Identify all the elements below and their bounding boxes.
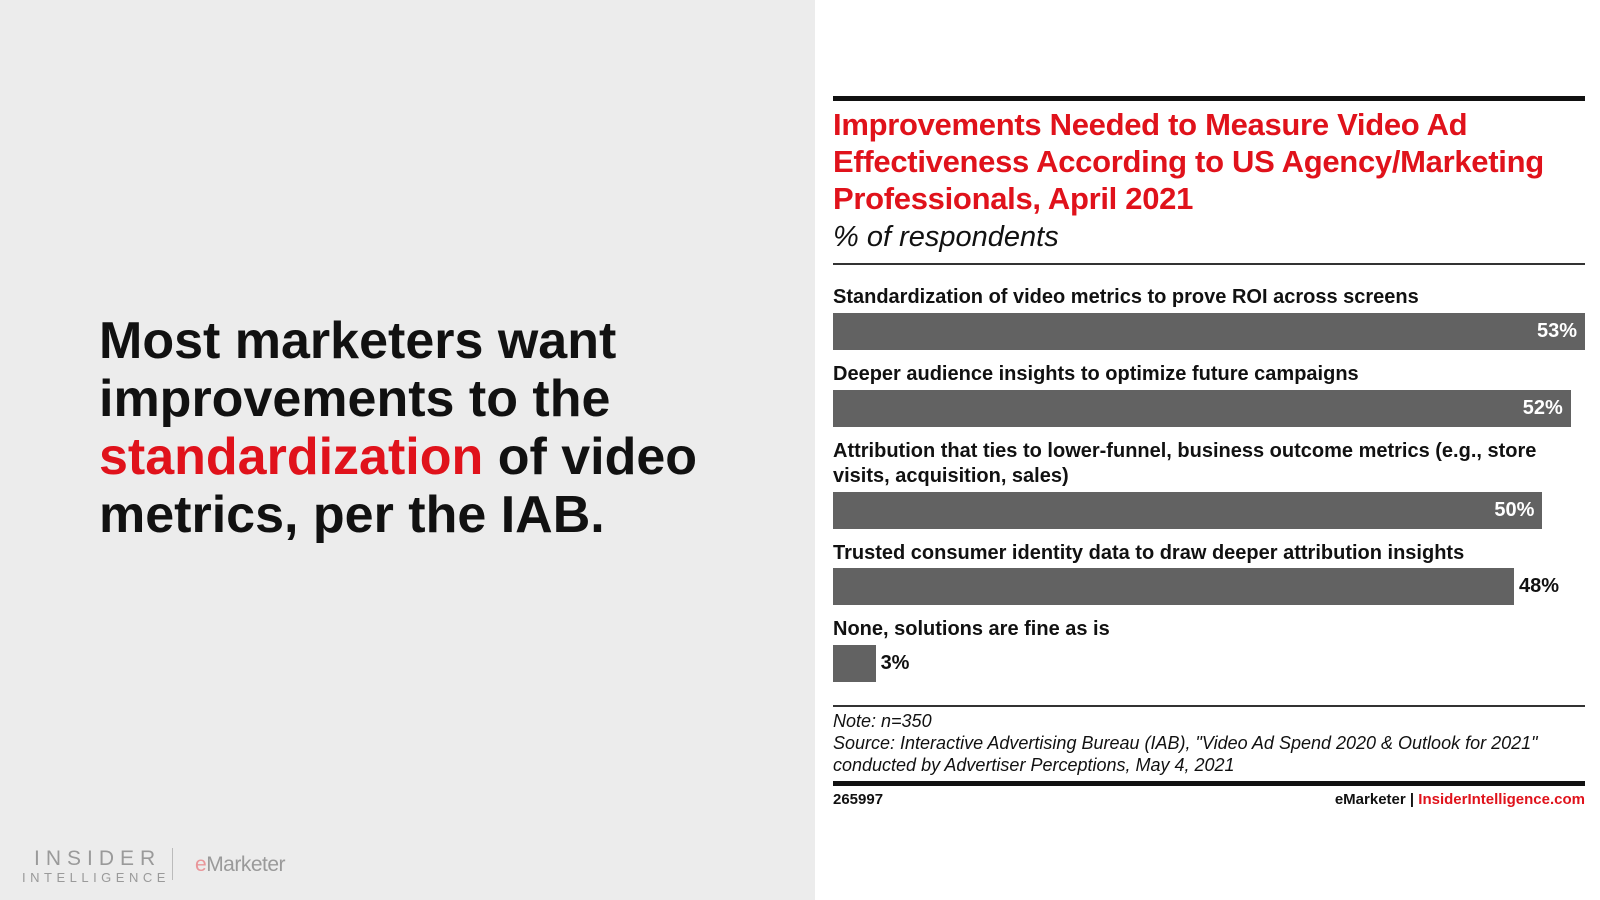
top-rule [833,96,1585,101]
category-label: Trusted consumer identity data to draw d… [833,542,1465,564]
note: Note: n=350 [833,711,932,731]
bar [833,645,876,682]
category-label: Deeper audience insights to optimize fut… [833,363,1359,385]
headline: Most marketers want improvements to the … [99,312,698,544]
divider [833,263,1585,265]
bar [833,313,1585,350]
emarketer-logo: eMarketer [195,853,286,876]
bar [833,568,1515,605]
site-link[interactable]: InsiderIntelligence.com [1418,791,1585,808]
bar [833,492,1543,529]
divider [833,705,1585,707]
footer-brand: eMarketer | InsiderIntelligence.com [1334,791,1585,808]
chart-id: 265997 [833,791,884,808]
left-panel: Most marketers want improvements to the … [0,0,815,900]
category-label: Attribution that ties to lower-funnel, b… [833,440,1537,487]
insider-intelligence-logo: INSIDER INTELLIGENCE [22,847,170,886]
chart-subtitle: % of respondents [833,221,1059,253]
value-label: 53% [1536,320,1577,342]
logo-divider [172,848,173,880]
value-label: 50% [1494,499,1535,521]
category-label: None, solutions are fine as is [833,618,1110,640]
bottom-rule [833,781,1585,786]
chart: Improvements Needed to Measure Video Ad … [833,0,1585,900]
headline-highlight: standardization [99,428,484,486]
source: Source: Interactive Advertising Bureau (… [833,733,1538,775]
bar [833,390,1571,427]
value-label: 3% [880,652,910,674]
value-label: 52% [1522,397,1563,419]
value-label: 48% [1519,575,1560,597]
category-label: Standardization of video metrics to prov… [833,286,1419,308]
chart-notes: Note: n=350 Source: Interactive Advertis… [833,710,1563,776]
chart-title: Improvements Needed to Measure Video Ad … [833,107,1544,216]
